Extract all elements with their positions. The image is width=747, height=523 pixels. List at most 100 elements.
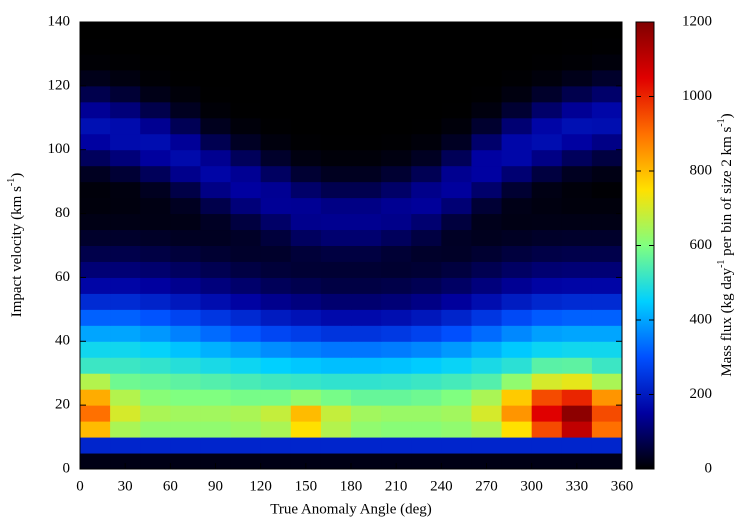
heat-cell <box>80 53 111 71</box>
heat-cell <box>411 101 442 119</box>
heat-cell <box>411 165 442 183</box>
heat-cell <box>351 325 382 342</box>
colorbar-tick-label: 200 <box>690 386 713 402</box>
heat-cell <box>591 213 623 231</box>
heat-cell <box>200 229 232 246</box>
colorbar-tick-label: 600 <box>690 237 713 253</box>
heat-cell <box>320 357 352 374</box>
heat-cell <box>230 293 262 310</box>
heat-cell <box>200 165 232 183</box>
heat-cell <box>441 341 472 358</box>
heat-cell <box>501 133 533 151</box>
heat-cell <box>200 85 232 103</box>
heat-cell <box>320 197 352 215</box>
heat-cell <box>170 309 201 326</box>
heat-cell <box>591 85 623 103</box>
heat-cell <box>471 69 503 87</box>
heat-cell <box>351 357 382 374</box>
heat-cell <box>200 101 232 119</box>
heat-cell <box>230 117 262 135</box>
heat-cell <box>200 309 232 326</box>
heat-cell <box>501 261 533 278</box>
heat-cell <box>290 181 322 199</box>
heat-cell <box>561 69 593 87</box>
heat-cell <box>290 309 322 326</box>
heat-cell <box>501 165 533 183</box>
heat-cell <box>170 197 201 215</box>
x-tick-label: 90 <box>208 478 223 494</box>
heat-cell <box>501 453 533 470</box>
heat-cell <box>140 293 171 310</box>
heat-cell <box>320 405 352 422</box>
heat-cell <box>381 277 412 294</box>
heat-cell <box>411 117 442 135</box>
heat-cell <box>230 245 262 262</box>
heat-cell <box>411 405 442 422</box>
heat-cell <box>561 197 593 215</box>
heat-cell <box>110 309 141 326</box>
heat-cell <box>351 389 382 406</box>
heat-cell <box>561 293 593 310</box>
heat-cell <box>170 421 201 438</box>
heat-cell <box>381 69 412 87</box>
y-tick-label: 120 <box>48 77 71 93</box>
heat-cell <box>140 229 171 246</box>
x-tick-label: 150 <box>295 478 318 494</box>
heat-cell <box>170 437 201 454</box>
heat-cell <box>441 277 472 294</box>
heat-cell <box>381 53 412 71</box>
heat-cell <box>110 261 141 278</box>
heat-cell <box>501 149 533 167</box>
heat-cell <box>441 453 472 470</box>
heat-cell <box>441 149 472 167</box>
cbar-label-end: ) <box>719 113 735 118</box>
heat-cell <box>501 389 533 406</box>
heat-cell <box>230 101 262 119</box>
heat-cell <box>230 309 262 326</box>
heat-cell <box>531 181 563 199</box>
heat-cell <box>561 149 593 167</box>
heat-cell <box>320 309 352 326</box>
heat-cell <box>290 69 322 87</box>
heat-cell <box>531 149 563 167</box>
heat-cell <box>140 325 171 342</box>
heat-cell <box>441 437 472 454</box>
heat-cell <box>591 437 623 454</box>
heat-cell <box>471 229 503 246</box>
heat-cell <box>230 197 262 215</box>
heat-cell <box>80 229 111 246</box>
heat-cell <box>290 85 322 103</box>
heat-cell <box>170 405 201 422</box>
heat-cell <box>591 165 623 183</box>
heat-cell <box>411 245 442 262</box>
heat-cell <box>200 181 232 199</box>
heat-cell <box>110 133 141 151</box>
heat-cell <box>260 213 292 231</box>
heat-cell <box>80 37 111 55</box>
heat-cell <box>561 373 593 390</box>
heat-cell <box>411 69 442 87</box>
heat-cell <box>140 117 171 135</box>
heat-cell <box>200 22 232 39</box>
heat-cell <box>110 149 141 167</box>
heat-cell <box>200 405 232 422</box>
heat-cell <box>170 389 201 406</box>
heat-cell <box>531 437 563 454</box>
heat-cell <box>140 357 171 374</box>
heat-cell <box>591 357 623 374</box>
heat-cell <box>80 261 111 278</box>
heat-cell <box>170 357 201 374</box>
heat-cell <box>290 389 322 406</box>
x-tick-label: 60 <box>163 478 178 494</box>
heat-cell <box>230 213 262 231</box>
heat-cell <box>591 373 623 390</box>
heat-cell <box>561 421 593 438</box>
heat-cell <box>381 165 412 183</box>
cbar-label-text: Mass flux (kg day <box>719 267 735 376</box>
heat-cell <box>351 181 382 199</box>
heat-cell <box>230 181 262 199</box>
heat-cell <box>591 405 623 422</box>
heat-cell <box>501 405 533 422</box>
heat-cell <box>411 229 442 246</box>
